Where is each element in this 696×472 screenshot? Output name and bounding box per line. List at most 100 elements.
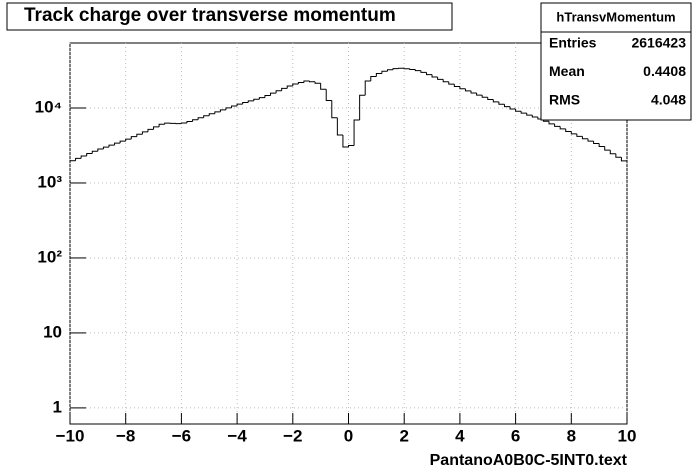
- histogram-bin: [409, 68, 416, 71]
- x-tick-label: −2: [283, 426, 302, 445]
- histogram-bin: [470, 90, 477, 94]
- histogram-bin: [531, 115, 538, 118]
- x-tick-label: −6: [172, 426, 191, 445]
- stats-label: Mean: [549, 63, 585, 79]
- histogram-bin: [225, 107, 232, 110]
- histogram-bin: [325, 89, 332, 101]
- histogram-bin: [403, 68, 410, 70]
- histogram-bin: [197, 117, 204, 120]
- histogram-bin: [431, 74, 438, 78]
- histogram-bin: [598, 143, 605, 148]
- histogram-bin: [353, 119, 360, 146]
- histogram-bin: [453, 84, 460, 88]
- x-tick-label: 6: [511, 426, 520, 445]
- histogram-bin: [565, 128, 572, 132]
- histogram-bin: [130, 136, 137, 140]
- histogram-bin: [180, 122, 187, 124]
- histogram-bin: [437, 76, 444, 80]
- x-tick-label: 8: [567, 426, 576, 445]
- histogram-bin: [203, 115, 210, 118]
- histogram-bin: [576, 133, 583, 137]
- histogram-bin: [253, 98, 260, 101]
- histogram-bin: [114, 142, 121, 146]
- histogram-bin: [147, 128, 154, 132]
- histogram-bin: [75, 157, 82, 161]
- stats-value: 2616423: [631, 35, 686, 51]
- y-tick-label: 1: [53, 397, 62, 416]
- stats-value: 4.048: [651, 92, 686, 108]
- histogram-bin: [303, 80, 310, 83]
- histogram-bin: [492, 99, 499, 103]
- histogram-bin: [587, 138, 594, 142]
- x-tick-label: −4: [227, 426, 247, 445]
- histogram-bin: [498, 101, 505, 105]
- histogram-bin: [509, 106, 516, 110]
- stats-label: Entries: [549, 35, 597, 51]
- histogram-bin: [258, 97, 265, 100]
- histogram-bin: [242, 102, 249, 105]
- histogram-bin: [593, 141, 600, 145]
- histogram-bin: [186, 120, 193, 123]
- histogram-bin: [392, 68, 399, 70]
- histogram-bin: [108, 144, 115, 148]
- histogram-bin: [331, 100, 338, 119]
- histogram-bin: [464, 88, 472, 92]
- histogram-bin: [231, 105, 238, 108]
- histogram-bin: [370, 76, 377, 82]
- histogram-bin: [208, 113, 215, 116]
- stats-title: hTransvMomentum: [556, 9, 675, 24]
- histogram-bin: [448, 81, 455, 85]
- title-box: [6, 2, 453, 31]
- histogram-bin: [153, 126, 160, 130]
- histogram-bin: [192, 119, 199, 122]
- histogram-bin: [119, 140, 126, 144]
- histogram-bin: [615, 153, 622, 158]
- histogram-bin: [314, 81, 321, 84]
- histogram-bin: [420, 70, 427, 73]
- histogram-bin: [164, 122, 171, 125]
- histogram-bin: [80, 155, 87, 159]
- y-tick-label: 10²: [37, 247, 62, 266]
- histogram-bin: [503, 104, 511, 108]
- histogram-bin: [102, 146, 109, 149]
- histogram-bin: [91, 150, 98, 154]
- x-tick-label: 4: [455, 426, 465, 445]
- histogram-bin: [270, 92, 277, 96]
- x-tick-label: 2: [399, 426, 408, 445]
- histogram-bin: [97, 148, 104, 152]
- stats-value: 0.4408: [643, 63, 686, 79]
- histogram-bin: [381, 70, 388, 74]
- histogram-bin: [481, 95, 488, 98]
- histogram-bin: [286, 85, 293, 89]
- histogram-bin: [581, 136, 589, 140]
- histogram-bin: [570, 131, 577, 135]
- histogram-bin: [386, 69, 394, 72]
- histogram-bin: [442, 79, 449, 83]
- histogram-bin: [559, 126, 566, 130]
- histogram-bin: [141, 131, 148, 135]
- histogram-bin: [214, 111, 221, 114]
- histogram-bin: [414, 69, 421, 72]
- stats-label: RMS: [549, 92, 580, 108]
- histogram-bin: [548, 121, 555, 125]
- stats-frame: [540, 2, 692, 121]
- stats-box: hTransvMomentum Entries 2616423 Mean 0.4408…: [540, 2, 692, 121]
- histogram-bin: [219, 109, 226, 112]
- y-tick-label: 10³: [37, 172, 62, 191]
- x-tick-label: −10: [56, 426, 85, 445]
- histogram-bin: [275, 90, 282, 94]
- chart-title: Track charge over transverse momentum: [24, 5, 396, 26]
- histogram-bin: [158, 123, 165, 127]
- histogram-bin: [604, 146, 611, 151]
- y-tick-label: 10: [43, 322, 62, 341]
- histogram-bin: [515, 109, 522, 112]
- histogram-bin: [297, 82, 304, 85]
- histogram-bin: [86, 153, 93, 156]
- histogram-bin: [125, 138, 132, 142]
- histogram-bin: [520, 111, 527, 114]
- histogram-bin: [342, 134, 349, 148]
- histogram-bin: [359, 94, 366, 120]
- histogram-bin: [236, 103, 243, 106]
- histogram-bin: [526, 113, 533, 116]
